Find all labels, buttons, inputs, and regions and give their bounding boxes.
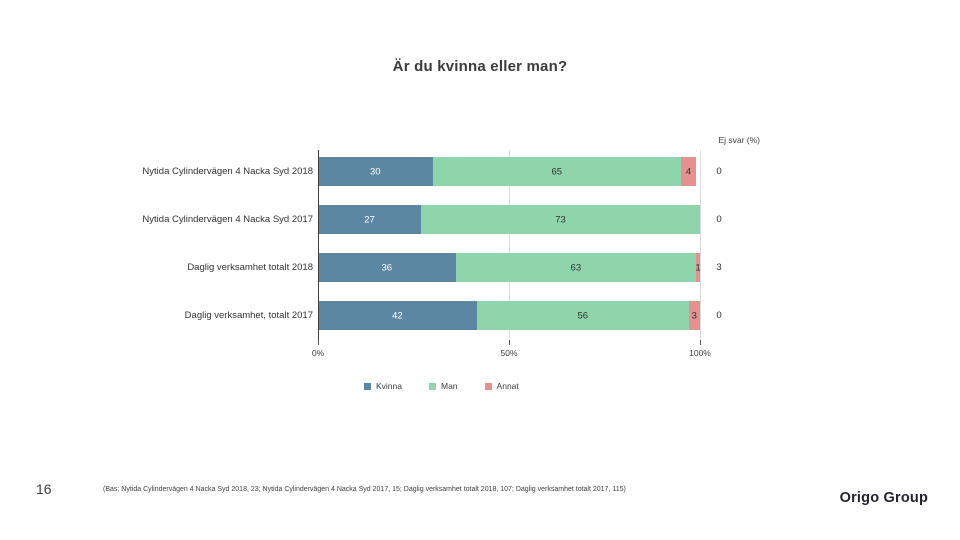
x-axis-tick-label: 50% — [500, 348, 518, 358]
x-axis-tick-50 — [509, 340, 510, 345]
x-axis-tick-label: 100% — [689, 348, 711, 358]
bar-segment-man: 65 — [432, 157, 681, 186]
chart-legend: Kvinna Man Annat — [364, 381, 519, 391]
bar-value-label: 27 — [364, 214, 375, 225]
bar-value-label: 36 — [381, 262, 393, 273]
category-label: Daglig verksamhet totalt 2018 — [187, 262, 313, 273]
bar-segment-man: 56 — [476, 301, 689, 330]
bar-row: 36 63 1 — [318, 253, 701, 282]
page-number: 16 — [36, 481, 52, 497]
ej-svar-value: 0 — [716, 214, 722, 225]
y-axis-line — [318, 150, 319, 340]
category-label: Daglig verksamhet, totalt 2017 — [184, 310, 313, 321]
bar-segment-annat: 4 — [680, 157, 697, 186]
chart-title: Är du kvinna eller man? — [392, 58, 568, 75]
bar-value-label: 73 — [555, 214, 566, 225]
bar-segment-kvinna: 27 — [318, 205, 422, 234]
bar-segment-man: 73 — [421, 205, 700, 234]
bar-value-label: 42 — [392, 310, 403, 321]
footnote-base-text: (Bas: Nytida Cylindervägen 4 Nacka Syd 2… — [103, 486, 626, 493]
ej-svar-value: 3 — [716, 262, 722, 273]
bar-value-label: 4 — [685, 166, 692, 177]
x-axis-tick-100 — [700, 340, 701, 345]
bar-segment-kvinna: 36 — [318, 253, 456, 282]
bar-row: 42 56 3 — [318, 301, 700, 330]
bar-row: 30 65 4 — [318, 157, 700, 186]
bar-value-label: 1 — [695, 262, 701, 273]
legend-item-kvinna: Kvinna — [364, 381, 402, 391]
extra-column-header: Ej svar (%) — [718, 135, 760, 145]
bar-segment-man: 63 — [455, 253, 697, 282]
ej-svar-value: 0 — [716, 310, 722, 321]
x-axis-tick-label: 0% — [311, 348, 325, 358]
bar-segment-annat: 1 — [695, 253, 701, 282]
bar-segment-annat: 3 — [688, 301, 700, 330]
bar-segment-kvinna: 42 — [318, 301, 477, 330]
gridline-50 — [509, 150, 510, 340]
gridline-100 — [700, 150, 701, 340]
legend-label: Kvinna — [376, 381, 402, 391]
bar-segment-kvinna: 30 — [318, 157, 433, 186]
legend-item-annat: Annat — [484, 381, 519, 391]
ej-svar-value: 0 — [716, 166, 722, 177]
legend-label: Annat — [496, 381, 519, 391]
bar-row: 27 73 — [318, 205, 700, 234]
bar-value-label: 63 — [570, 262, 582, 273]
legend-swatch-icon — [364, 382, 371, 390]
legend-swatch-icon — [484, 382, 492, 390]
category-label: Nytida Cylindervägen 4 Nacka Syd 2017 — [142, 214, 313, 225]
bar-value-label: 3 — [691, 310, 697, 321]
legend-swatch-icon — [429, 382, 436, 390]
x-axis-tick-0 — [318, 340, 319, 345]
bar-value-label: 65 — [551, 166, 563, 177]
category-label: Nytida Cylindervägen 4 Nacka Syd 2018 — [142, 166, 313, 177]
origo-group-logo: Origo Group — [839, 490, 928, 506]
bar-value-label: 56 — [577, 310, 589, 321]
bar-value-label: 30 — [370, 166, 381, 177]
legend-item-man: Man — [429, 381, 458, 391]
legend-label: Man — [441, 381, 458, 391]
